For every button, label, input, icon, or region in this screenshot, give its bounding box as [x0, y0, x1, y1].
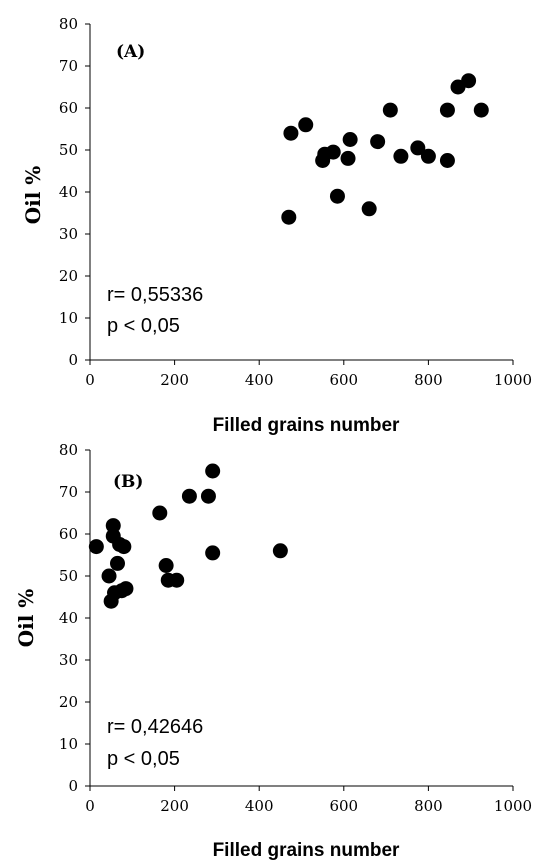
data-point [281, 209, 297, 225]
data-point [116, 539, 132, 555]
data-point [340, 150, 356, 166]
data-point [105, 518, 121, 534]
x-tick-label: 1000 [494, 371, 532, 389]
data-point [420, 148, 436, 164]
y-tick-label: 60 [59, 525, 78, 543]
panel-label-b: (B) [113, 472, 143, 492]
y-tick-label: 40 [59, 183, 78, 201]
data-point [439, 102, 455, 118]
data-point [169, 572, 185, 588]
x-axis-label-b: Filled grains number [213, 840, 400, 861]
y-tick-label: 30 [59, 651, 78, 669]
data-point [101, 568, 117, 584]
data-point [152, 505, 168, 521]
y-axis-label-b: Oil % [14, 589, 38, 648]
y-tick-label: 80 [59, 441, 78, 459]
y-tick-label: 0 [68, 777, 78, 795]
data-point [109, 555, 125, 571]
data-point [342, 132, 358, 147]
data-point [439, 153, 455, 168]
y-tick-label: 70 [59, 483, 78, 501]
x-axis-label-a: Filled grains number [213, 415, 400, 436]
y-tick-label: 10 [59, 735, 78, 753]
stat-p-a: p < 0,05 [107, 315, 180, 337]
scatter-panel-a: Oil % (A) r= 0,55336 p < 0,05 Filled gra… [21, 15, 532, 436]
data-point [410, 140, 426, 156]
data-point [88, 539, 104, 555]
x-tick-label: 0 [85, 797, 95, 815]
data-point [393, 148, 409, 164]
data-point [473, 102, 489, 118]
x-tick-label: 200 [160, 797, 189, 815]
x-tick-label: 800 [414, 371, 443, 389]
y-tick-label: 80 [59, 15, 78, 33]
stat-p-b: p < 0,05 [107, 748, 180, 770]
data-point [382, 102, 398, 118]
data-point [461, 73, 477, 89]
y-tick-label: 40 [59, 609, 78, 627]
y-tick-label: 20 [59, 693, 78, 711]
data-point [283, 125, 299, 141]
data-point [272, 543, 288, 559]
data-point [361, 201, 377, 217]
x-tick-label: 400 [245, 371, 274, 389]
y-tick-label: 10 [59, 309, 78, 327]
data-point [118, 581, 134, 597]
scatter-panel-b: Oil % (B) r= 0,42646 p < 0,05 Filled gra… [14, 441, 532, 861]
data-point [181, 488, 197, 504]
panel-label-a: (A) [116, 42, 145, 62]
y-tick-label: 50 [59, 567, 78, 585]
stat-r-a: r= 0,55336 [107, 284, 203, 306]
x-tick-label: 0 [85, 371, 95, 389]
data-point [329, 188, 345, 204]
y-tick-label: 50 [59, 141, 78, 159]
data-point [298, 117, 314, 133]
y-tick-label: 30 [59, 225, 78, 243]
data-point [370, 134, 386, 150]
x-tick-label: 400 [245, 797, 274, 815]
x-tick-label: 600 [329, 797, 358, 815]
data-point [200, 488, 216, 504]
stat-r-b: r= 0,42646 [107, 716, 203, 738]
data-point [205, 463, 221, 479]
y-tick-label: 20 [59, 267, 78, 285]
y-axis-label-a: Oil % [21, 166, 45, 225]
data-point [325, 144, 341, 160]
data-point [158, 558, 174, 573]
y-tick-label: 0 [68, 351, 78, 369]
y-tick-label: 70 [59, 57, 78, 75]
y-tick-label: 60 [59, 99, 78, 117]
x-tick-label: 200 [160, 371, 189, 389]
data-point [205, 545, 221, 561]
x-tick-label: 600 [329, 371, 358, 389]
x-tick-label: 800 [414, 797, 443, 815]
x-tick-label: 1000 [494, 797, 532, 815]
